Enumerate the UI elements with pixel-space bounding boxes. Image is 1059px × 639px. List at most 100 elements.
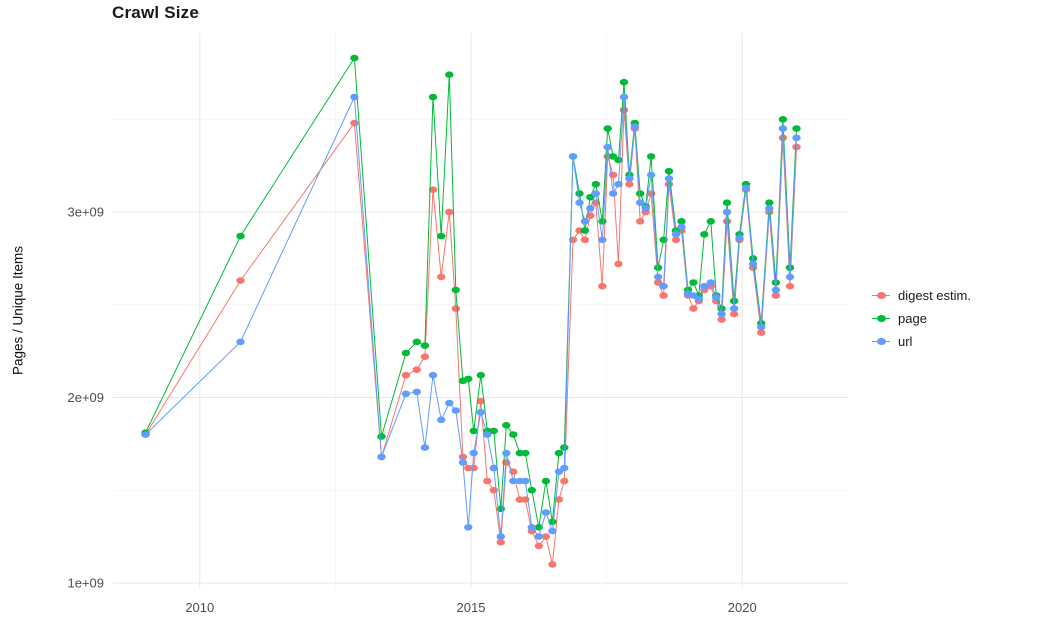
data-point — [464, 375, 473, 383]
data-point — [641, 205, 650, 212]
data-point — [350, 93, 359, 101]
y-tick-label: 2e+09 — [67, 390, 104, 405]
data-point — [625, 175, 634, 182]
data-point — [483, 477, 492, 485]
series-url — [141, 93, 801, 540]
legend-label-url: url — [898, 333, 913, 349]
x-tick-label: 2010 — [185, 600, 214, 615]
data-point — [630, 123, 639, 130]
data-point — [476, 397, 485, 405]
data-point — [445, 71, 454, 78]
legend-label-digest: digest estim. — [898, 287, 971, 303]
data-point — [560, 477, 569, 485]
data-point — [509, 431, 518, 438]
data-point — [437, 273, 446, 281]
data-point — [722, 199, 732, 206]
data-point — [350, 54, 359, 62]
data-point — [646, 171, 656, 179]
data-point — [548, 527, 557, 535]
data-point — [614, 156, 623, 164]
data-point — [401, 371, 411, 379]
data-point — [671, 231, 681, 238]
x-axis-labels: 2010 2015 2020 — [185, 600, 756, 615]
data-point — [706, 279, 715, 286]
data-point — [722, 208, 732, 216]
data-point — [608, 171, 618, 179]
data-point — [236, 338, 245, 346]
legend-item-url: url — [872, 333, 971, 349]
data-point — [659, 282, 668, 290]
data-point — [664, 167, 674, 175]
data-point — [729, 310, 739, 318]
y-tick-label: 3e+09 — [67, 205, 104, 220]
data-point — [717, 316, 726, 323]
legend-key-digest-dot-icon — [872, 288, 890, 302]
series-line-url — [145, 95, 797, 538]
data-point — [625, 180, 634, 188]
data-point — [735, 234, 744, 242]
data-point — [469, 464, 478, 472]
y-tick-label: 1e+09 — [67, 575, 104, 590]
data-point — [619, 78, 629, 86]
data-point — [458, 459, 468, 466]
data-point — [451, 305, 460, 312]
data-point — [575, 199, 584, 206]
data-point — [771, 292, 781, 299]
data-point — [591, 199, 600, 206]
data-point — [591, 180, 600, 188]
data-point — [469, 427, 478, 435]
data-point — [729, 305, 739, 312]
data-point — [614, 260, 623, 268]
data-point — [653, 264, 663, 272]
data-point — [350, 119, 359, 127]
data-point — [598, 282, 607, 290]
data-point — [445, 208, 454, 216]
data-point — [785, 273, 795, 281]
data-point — [476, 371, 485, 379]
data-point — [765, 199, 774, 206]
data-point — [608, 153, 618, 160]
data-point — [598, 236, 607, 244]
data-point — [677, 218, 686, 225]
data-point — [489, 427, 498, 435]
data-point — [700, 231, 709, 238]
data-point — [771, 286, 781, 294]
data-point — [757, 323, 766, 331]
data-point — [412, 388, 421, 396]
y-axis-title: Pages / Unique Items — [10, 245, 26, 376]
data-point — [554, 449, 564, 457]
data-point — [483, 431, 492, 438]
data-point — [659, 292, 668, 299]
data-point — [603, 143, 612, 151]
data-point — [437, 232, 446, 240]
data-point — [451, 286, 460, 294]
data-point — [428, 93, 438, 101]
data-point — [748, 260, 758, 268]
data-point — [548, 561, 557, 568]
legend-key-page-dot-icon — [872, 311, 890, 325]
data-point — [677, 223, 686, 231]
major-gridlines — [113, 33, 848, 588]
data-point — [377, 453, 386, 461]
data-point — [717, 310, 726, 318]
data-point — [568, 153, 578, 160]
legend-label-page: page — [898, 310, 927, 326]
data-point — [619, 93, 629, 101]
data-point — [377, 433, 386, 440]
data-point — [458, 453, 468, 461]
data-point — [636, 218, 645, 225]
data-point — [792, 125, 801, 132]
data-point — [694, 295, 703, 303]
data-point — [748, 255, 758, 262]
data-point — [792, 134, 801, 142]
data-point — [496, 533, 505, 540]
data-point — [412, 366, 421, 374]
data-point — [541, 477, 551, 485]
data-point — [420, 353, 430, 361]
data-point — [541, 509, 551, 516]
data-point — [451, 407, 460, 414]
data-point — [653, 273, 663, 281]
data-point — [689, 292, 698, 299]
